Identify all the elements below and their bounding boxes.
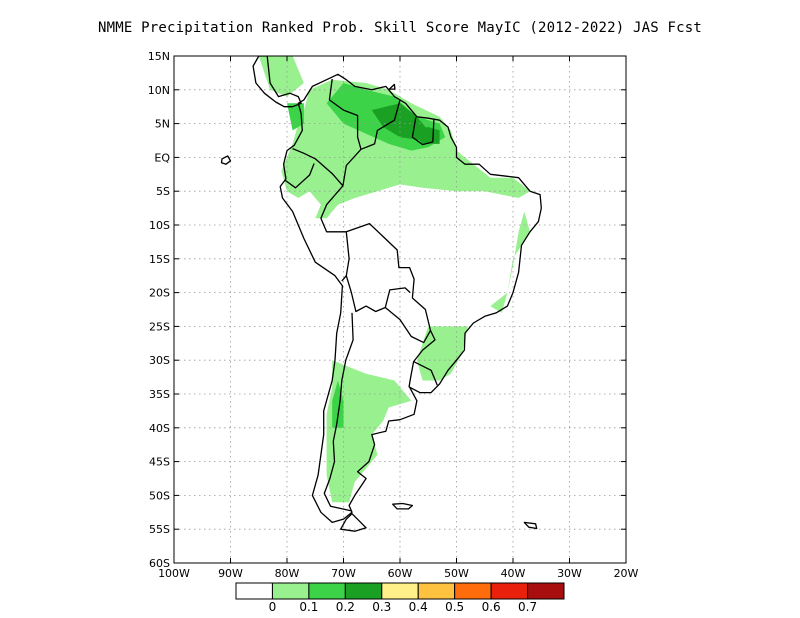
colorbar: 0 0.1 0.2 0.3 0.4 0.5 0.6 0.7: [235, 582, 565, 614]
coastline-galapagos: [220, 155, 232, 165]
lon-label-70W: 70W: [331, 567, 356, 580]
lat-label-55S: 55S: [149, 523, 170, 536]
skill-region-3: [416, 326, 468, 381]
colorbar-swatch-7: [490, 582, 529, 600]
lat-label-EQ: EQ: [154, 151, 170, 164]
border-paraguay-argentina: [384, 306, 432, 344]
coastline-layer: [220, 56, 542, 532]
border-guyana-suriname-fg: [411, 117, 435, 146]
map-title: NMME Precipitation Ranked Prob. Skill Sc…: [97, 20, 702, 36]
axis-ticks: 15N 10N 5N EQ 5S 10S 15S 20S 25S 30S 35S 40S 45S 50S 5…: [148, 50, 639, 580]
coastline-trinidad: [388, 83, 396, 90]
colorbar-label-6: 0.6: [482, 600, 501, 614]
coastline-central-america: [252, 56, 302, 108]
lat-label-15S: 15S: [149, 253, 170, 266]
border-peru-bolivia-chile: [341, 231, 350, 282]
border-layer: [284, 78, 438, 512]
border-venezuela-guyana: [360, 99, 401, 150]
colorbar-swatch-5: [417, 582, 456, 600]
lat-label-30S: 30S: [149, 354, 170, 367]
lon-label-80W: 80W: [275, 567, 300, 580]
coastline-south-georgia: [523, 521, 538, 530]
border-brazil-north: [320, 148, 438, 386]
colorbar-label-3: 0.3: [372, 600, 391, 614]
lon-label-20W: 20W: [614, 567, 639, 580]
skill-region-4: [326, 360, 412, 503]
colorbar-swatch-2: [308, 582, 346, 600]
lat-label-15N: 15N: [148, 50, 170, 63]
lat-label-20S: 20S: [149, 287, 170, 300]
lat-label-5S: 5S: [156, 185, 170, 198]
lat-label-10S: 10S: [149, 219, 170, 232]
lat-label-60S: 60S: [149, 557, 170, 570]
lat-label-5N: 5N: [155, 118, 170, 131]
colorbar-swatch-0: [235, 582, 273, 600]
colorbar-label-1: 0.1: [299, 600, 318, 614]
colorbar-swatch-4: [381, 582, 419, 600]
lon-label-40W: 40W: [501, 567, 526, 580]
lon-label-100W: 100W: [158, 567, 190, 580]
colorbar-label-0: 0: [269, 600, 277, 614]
lat-label-50S: 50S: [149, 489, 170, 502]
border-uruguay-argentina: [408, 361, 415, 388]
lat-label-35S: 35S: [149, 388, 170, 401]
border-venezuela-colombia: [328, 78, 362, 150]
border-bolivia-chile-argentina: [345, 275, 411, 313]
colorbar-swatch-3: [344, 582, 383, 600]
lon-label-90W: 90W: [218, 567, 243, 580]
lat-label-25S: 25S: [149, 320, 170, 333]
colorbar-label-2: 0.2: [336, 600, 355, 614]
colorbar-label-5: 0.5: [445, 600, 464, 614]
border-colombia-peru: [292, 147, 344, 187]
coastline-tierra-del-fuego: [340, 513, 367, 532]
lon-label-30W: 30W: [557, 567, 582, 580]
grid-layer: [174, 56, 626, 563]
skill-region-2: [490, 211, 530, 313]
lat-label-10N: 10N: [148, 84, 170, 97]
coastline-falklands: [392, 502, 414, 510]
border-chile-argentina: [323, 312, 354, 512]
coastline-south-america: [279, 73, 542, 524]
colorbar-swatch-6: [454, 582, 492, 600]
skill-region-1: [258, 56, 304, 97]
lon-label-60W: 60W: [388, 567, 413, 580]
colorbar-label-4: 0.4: [409, 600, 428, 614]
lat-label-45S: 45S: [149, 456, 170, 469]
border-ecuador-peru: [284, 163, 315, 189]
colorbar-swatch-1: [271, 582, 310, 600]
lat-label-40S: 40S: [149, 422, 170, 435]
colorbar-label-7: 0.7: [518, 600, 537, 614]
colorbar-swatch-8: [527, 582, 565, 600]
lon-label-50W: 50W: [444, 567, 469, 580]
